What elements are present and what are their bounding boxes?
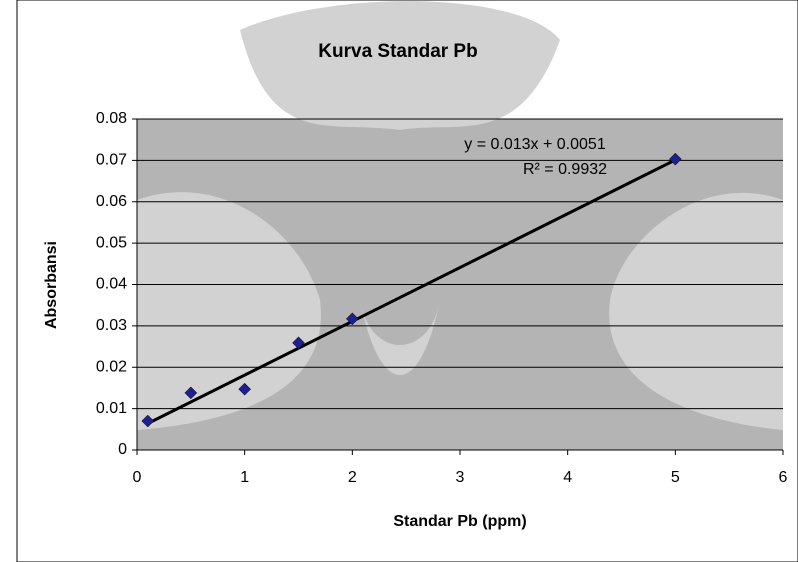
- chart-title: Kurva Standar Pb: [318, 41, 477, 62]
- point: [292, 336, 305, 350]
- y-tick-label: 0.02: [96, 358, 127, 375]
- x-tick-label: 3: [456, 469, 465, 486]
- x-tick-label: 4: [563, 469, 572, 486]
- y-tick-label: 0.03: [96, 317, 127, 334]
- y-tick-label: 0.06: [96, 193, 127, 210]
- trend-equation: y = 0.013x + 0.0051: [464, 136, 606, 153]
- x-axis-title: Standar Pb (ppm): [393, 513, 526, 530]
- trend-r2: R² = 0.9932: [523, 161, 607, 178]
- point: [184, 386, 198, 400]
- y-tick-label: 0.04: [96, 276, 127, 293]
- y-tick-label: 0.08: [96, 110, 127, 127]
- x-tick-label: 1: [240, 469, 249, 486]
- y-tick-label: 0.07: [96, 152, 127, 169]
- point: [345, 312, 359, 326]
- y-tick-label: 0.01: [96, 400, 127, 417]
- y-axis-title: Absorbansi: [43, 241, 60, 329]
- trendline: [147, 158, 677, 425]
- watermark: [137, 1, 783, 430]
- y-tick-label: 0: [118, 441, 127, 458]
- y-tick-label: 0.05: [96, 234, 127, 251]
- point: [668, 152, 682, 166]
- x-tick-label: 2: [348, 469, 357, 486]
- point: [238, 382, 252, 396]
- x-tick-label: 0: [133, 469, 142, 486]
- x-tick-label: 5: [671, 469, 680, 486]
- x-tick-label: 6: [779, 469, 788, 486]
- point: [141, 414, 155, 428]
